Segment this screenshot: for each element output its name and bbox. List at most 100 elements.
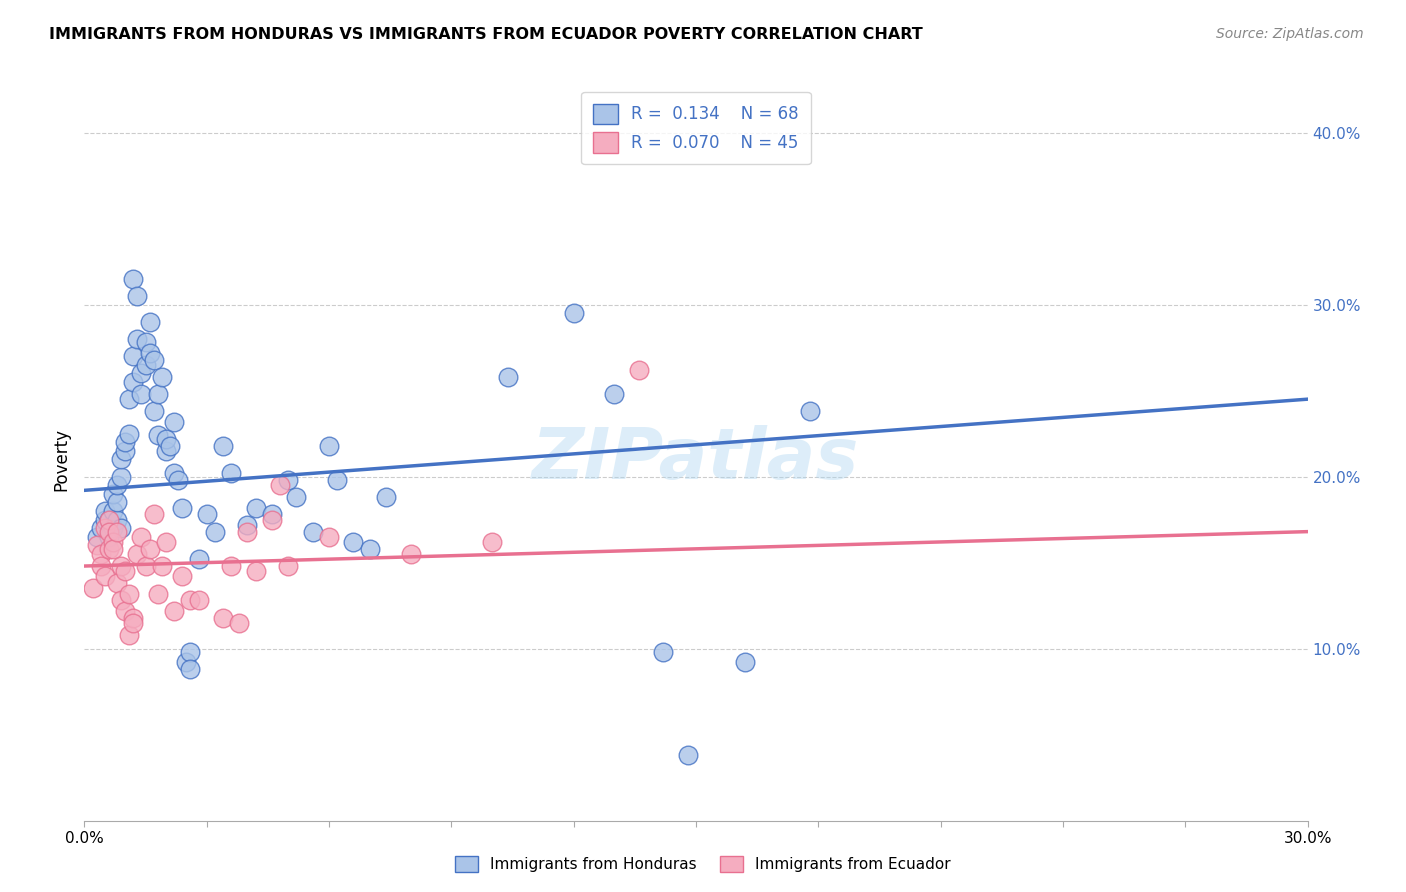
Point [228,615,250,630]
Point [110,593,132,607]
Point [179,662,201,676]
Point [212,439,235,453]
Point [399,547,422,561]
Point [110,559,132,574]
Point [245,500,267,515]
Point [101,535,124,549]
Point [118,628,141,642]
Text: Source: ZipAtlas.com: Source: ZipAtlas.com [1216,27,1364,41]
Point [118,392,141,407]
Point [105,495,128,509]
Point [131,530,153,544]
Point [260,513,283,527]
Point [269,478,291,492]
Point [260,508,283,522]
Point [110,452,132,467]
Point [163,466,186,480]
Point [219,466,242,480]
Point [179,593,201,607]
Point [204,524,226,539]
Point [135,559,157,574]
Point [318,530,340,544]
Point [498,369,520,384]
Point [326,473,349,487]
Point [93,513,115,527]
Point [155,443,177,458]
Point [86,538,108,552]
Point [127,332,149,346]
Point [101,521,124,535]
Point [127,547,149,561]
Point [110,521,132,535]
Point [114,443,136,458]
Point [285,490,308,504]
Point [122,271,145,285]
Point [97,541,120,556]
Point [118,426,141,441]
Point [277,473,299,487]
Point [114,435,136,450]
Point [318,439,340,453]
Point [562,306,585,320]
Point [105,513,128,527]
Legend: Immigrants from Honduras, Immigrants from Ecuador: Immigrants from Honduras, Immigrants fro… [447,848,959,880]
Point [90,559,112,574]
Point [301,524,323,539]
Point [122,349,145,363]
Point [277,559,299,574]
Point [342,535,364,549]
Point [652,645,675,659]
Point [122,610,145,624]
Point [93,504,115,518]
Point [734,656,756,670]
Point [236,524,259,539]
Point [676,748,699,763]
Point [481,535,503,549]
Point [187,552,209,566]
Point [114,564,136,578]
Point [97,524,120,539]
Point [172,500,194,515]
Point [179,645,201,659]
Point [90,521,112,535]
Point [155,535,177,549]
Point [90,547,112,561]
Point [97,513,120,527]
Point [359,541,381,556]
Point [138,315,160,329]
Point [101,504,124,518]
Point [127,289,149,303]
Point [93,569,115,583]
Point [146,387,169,401]
Point [105,478,128,492]
Point [101,487,124,501]
Y-axis label: Poverty: Poverty [52,428,70,491]
Point [86,530,108,544]
Point [82,582,104,596]
Point [150,559,173,574]
Point [159,439,181,453]
Point [167,473,190,487]
Point [155,432,177,446]
Point [97,530,120,544]
Point [219,559,242,574]
Point [172,569,194,583]
Point [245,564,267,578]
Point [603,387,626,401]
Point [146,586,169,600]
Text: ZIPatlas: ZIPatlas [533,425,859,494]
Point [142,404,165,418]
Point [146,428,169,442]
Point [163,604,186,618]
Point [97,513,120,527]
Point [135,335,157,350]
Point [212,610,235,624]
Legend: R =  0.134    N = 68, R =  0.070    N = 45: R = 0.134 N = 68, R = 0.070 N = 45 [581,92,811,164]
Point [627,363,650,377]
Point [375,490,398,504]
Point [114,604,136,618]
Point [105,524,128,539]
Point [93,521,115,535]
Point [236,517,259,532]
Text: IMMIGRANTS FROM HONDURAS VS IMMIGRANTS FROM ECUADOR POVERTY CORRELATION CHART: IMMIGRANTS FROM HONDURAS VS IMMIGRANTS F… [49,27,922,42]
